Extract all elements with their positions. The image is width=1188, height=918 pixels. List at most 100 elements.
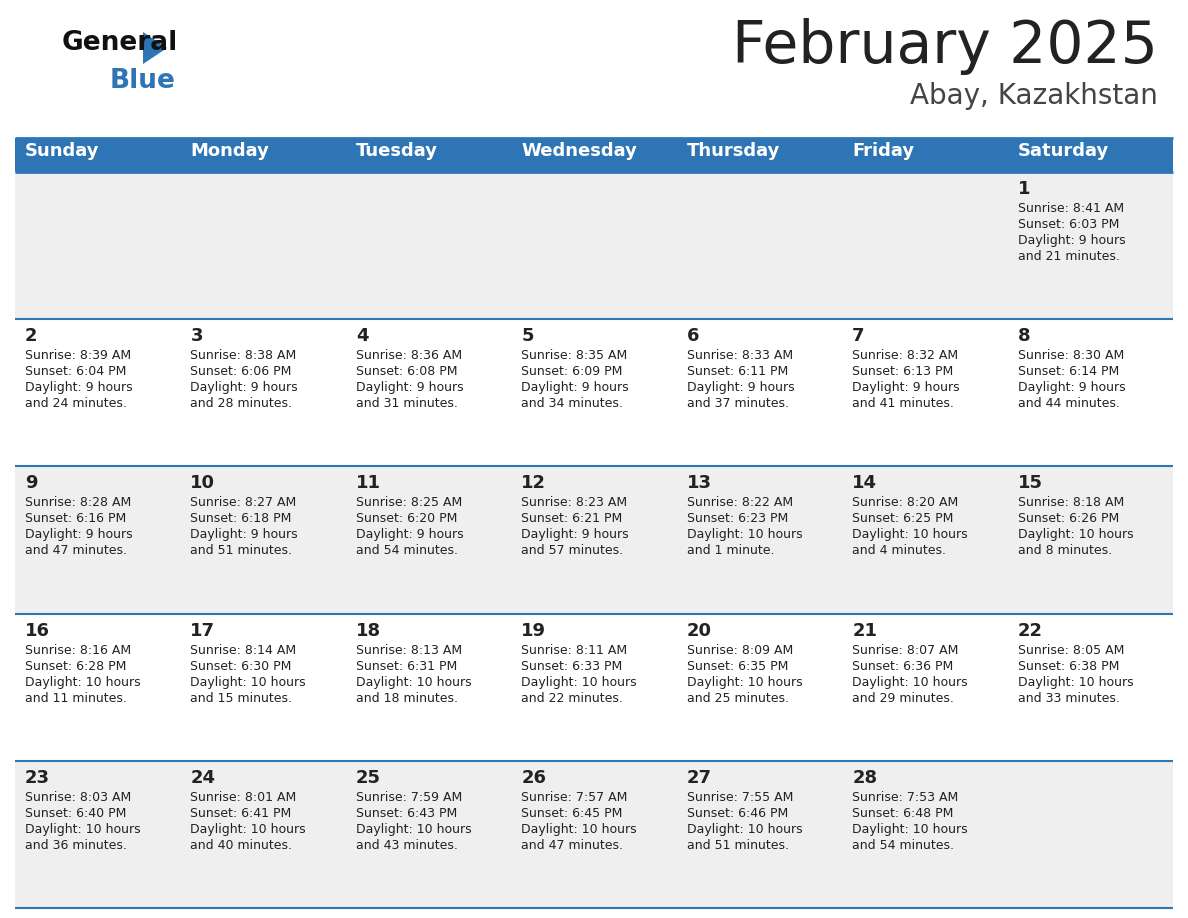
Text: Sunset: 6:38 PM: Sunset: 6:38 PM	[1018, 660, 1119, 673]
Text: Sunrise: 7:57 AM: Sunrise: 7:57 AM	[522, 790, 627, 804]
Text: Sunrise: 8:20 AM: Sunrise: 8:20 AM	[852, 497, 959, 509]
Text: and 25 minutes.: and 25 minutes.	[687, 691, 789, 705]
Text: 7: 7	[852, 327, 865, 345]
Text: and 54 minutes.: and 54 minutes.	[356, 544, 457, 557]
Text: Daylight: 10 hours: Daylight: 10 hours	[687, 823, 802, 835]
Text: Sunset: 6:26 PM: Sunset: 6:26 PM	[1018, 512, 1119, 525]
Text: Sunset: 6:40 PM: Sunset: 6:40 PM	[25, 807, 126, 820]
Text: 23: 23	[25, 768, 50, 787]
Text: Daylight: 10 hours: Daylight: 10 hours	[356, 676, 472, 688]
Text: and 11 minutes.: and 11 minutes.	[25, 691, 127, 705]
Text: Sunrise: 8:28 AM: Sunrise: 8:28 AM	[25, 497, 131, 509]
Text: February 2025: February 2025	[732, 18, 1158, 75]
Text: Sunrise: 8:23 AM: Sunrise: 8:23 AM	[522, 497, 627, 509]
Text: and 51 minutes.: and 51 minutes.	[687, 839, 789, 852]
Text: and 37 minutes.: and 37 minutes.	[687, 397, 789, 410]
Text: and 31 minutes.: and 31 minutes.	[356, 397, 457, 410]
Bar	[511, 138, 677, 172]
Text: Sunset: 6:21 PM: Sunset: 6:21 PM	[522, 512, 623, 525]
Text: 9: 9	[25, 475, 38, 492]
Text: Sunrise: 8:16 AM: Sunrise: 8:16 AM	[25, 644, 131, 656]
Text: Daylight: 9 hours: Daylight: 9 hours	[356, 529, 463, 542]
Text: Sunrise: 8:11 AM: Sunrise: 8:11 AM	[522, 644, 627, 656]
Text: Sunrise: 8:27 AM: Sunrise: 8:27 AM	[190, 497, 297, 509]
Text: and 34 minutes.: and 34 minutes.	[522, 397, 624, 410]
Text: Daylight: 9 hours: Daylight: 9 hours	[190, 381, 298, 394]
Text: Sunset: 6:06 PM: Sunset: 6:06 PM	[190, 365, 292, 378]
Bar	[1007, 138, 1173, 172]
Text: 6: 6	[687, 327, 700, 345]
Text: 13: 13	[687, 475, 712, 492]
Text: 24: 24	[190, 768, 215, 787]
Text: and 40 minutes.: and 40 minutes.	[190, 839, 292, 852]
Text: Daylight: 9 hours: Daylight: 9 hours	[190, 529, 298, 542]
Text: and 28 minutes.: and 28 minutes.	[190, 397, 292, 410]
Bar	[15, 761, 1173, 908]
Text: 25: 25	[356, 768, 381, 787]
Text: Daylight: 9 hours: Daylight: 9 hours	[522, 381, 628, 394]
Text: Sunrise: 8:38 AM: Sunrise: 8:38 AM	[190, 349, 297, 363]
Text: Daylight: 9 hours: Daylight: 9 hours	[852, 381, 960, 394]
Text: and 57 minutes.: and 57 minutes.	[522, 544, 624, 557]
Text: 11: 11	[356, 475, 381, 492]
Text: Daylight: 10 hours: Daylight: 10 hours	[852, 676, 968, 688]
Text: 1: 1	[1018, 180, 1030, 198]
Text: General: General	[62, 30, 178, 56]
Text: Sunrise: 8:01 AM: Sunrise: 8:01 AM	[190, 790, 297, 804]
Text: Sunset: 6:36 PM: Sunset: 6:36 PM	[852, 660, 954, 673]
Text: Monday: Monday	[190, 142, 270, 160]
Text: 8: 8	[1018, 327, 1030, 345]
Text: Sunrise: 8:30 AM: Sunrise: 8:30 AM	[1018, 349, 1124, 363]
Text: 26: 26	[522, 768, 546, 787]
Text: 5: 5	[522, 327, 533, 345]
Text: Sunrise: 8:33 AM: Sunrise: 8:33 AM	[687, 349, 792, 363]
Text: and 4 minutes.: and 4 minutes.	[852, 544, 946, 557]
Text: Daylight: 10 hours: Daylight: 10 hours	[852, 823, 968, 835]
Text: 3: 3	[190, 327, 203, 345]
Text: and 47 minutes.: and 47 minutes.	[25, 544, 127, 557]
Text: Sunset: 6:18 PM: Sunset: 6:18 PM	[190, 512, 292, 525]
Text: Friday: Friday	[852, 142, 915, 160]
Text: Daylight: 9 hours: Daylight: 9 hours	[1018, 234, 1125, 247]
Text: Sunrise: 8:18 AM: Sunrise: 8:18 AM	[1018, 497, 1124, 509]
Text: 19: 19	[522, 621, 546, 640]
Text: Abay, Kazakhstan: Abay, Kazakhstan	[910, 82, 1158, 110]
Text: Daylight: 9 hours: Daylight: 9 hours	[25, 529, 133, 542]
Text: Sunset: 6:48 PM: Sunset: 6:48 PM	[852, 807, 954, 820]
Text: Daylight: 10 hours: Daylight: 10 hours	[356, 823, 472, 835]
Text: Wednesday: Wednesday	[522, 142, 637, 160]
Text: Sunset: 6:35 PM: Sunset: 6:35 PM	[687, 660, 788, 673]
Text: 27: 27	[687, 768, 712, 787]
Text: Sunset: 6:09 PM: Sunset: 6:09 PM	[522, 365, 623, 378]
Text: Sunday: Sunday	[25, 142, 100, 160]
Text: Sunset: 6:31 PM: Sunset: 6:31 PM	[356, 660, 457, 673]
Text: Sunset: 6:45 PM: Sunset: 6:45 PM	[522, 807, 623, 820]
Text: Daylight: 9 hours: Daylight: 9 hours	[522, 529, 628, 542]
Text: Sunrise: 8:07 AM: Sunrise: 8:07 AM	[852, 644, 959, 656]
Text: Sunrise: 8:25 AM: Sunrise: 8:25 AM	[356, 497, 462, 509]
Text: and 8 minutes.: and 8 minutes.	[1018, 544, 1112, 557]
Text: Daylight: 9 hours: Daylight: 9 hours	[25, 381, 133, 394]
Text: Sunrise: 8:41 AM: Sunrise: 8:41 AM	[1018, 202, 1124, 215]
Text: Daylight: 10 hours: Daylight: 10 hours	[1018, 676, 1133, 688]
Bar	[842, 138, 1007, 172]
Text: Sunset: 6:08 PM: Sunset: 6:08 PM	[356, 365, 457, 378]
Text: Daylight: 10 hours: Daylight: 10 hours	[522, 676, 637, 688]
Text: Sunrise: 8:32 AM: Sunrise: 8:32 AM	[852, 349, 959, 363]
Bar	[677, 138, 842, 172]
Text: and 24 minutes.: and 24 minutes.	[25, 397, 127, 410]
Text: and 43 minutes.: and 43 minutes.	[356, 839, 457, 852]
Text: Sunrise: 8:39 AM: Sunrise: 8:39 AM	[25, 349, 131, 363]
Text: Sunset: 6:03 PM: Sunset: 6:03 PM	[1018, 218, 1119, 231]
Text: 12: 12	[522, 475, 546, 492]
Text: 14: 14	[852, 475, 877, 492]
Bar	[15, 466, 1173, 613]
Text: Sunset: 6:46 PM: Sunset: 6:46 PM	[687, 807, 788, 820]
Text: Sunset: 6:25 PM: Sunset: 6:25 PM	[852, 512, 954, 525]
Text: Sunset: 6:11 PM: Sunset: 6:11 PM	[687, 365, 788, 378]
Text: Sunrise: 8:09 AM: Sunrise: 8:09 AM	[687, 644, 792, 656]
Text: and 54 minutes.: and 54 minutes.	[852, 839, 954, 852]
Text: Sunrise: 8:13 AM: Sunrise: 8:13 AM	[356, 644, 462, 656]
Text: Sunset: 6:04 PM: Sunset: 6:04 PM	[25, 365, 126, 378]
Text: and 22 minutes.: and 22 minutes.	[522, 691, 624, 705]
